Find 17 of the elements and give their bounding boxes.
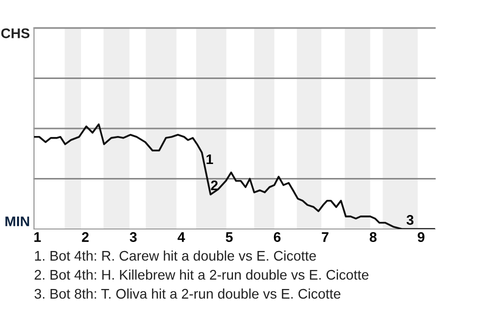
text: 2. Bot 4th: H. Killebrew hit a 2-run double vs E. Cicotte	[34, 270, 368, 280]
annotation: 2	[211, 180, 218, 190]
text: MIN	[5, 216, 30, 226]
annotation: 1	[206, 154, 214, 164]
x-tick-label: 8	[370, 232, 377, 242]
text: 3. Bot 8th: T. Oliva hit a 2-run double vs E. Cicotte	[34, 288, 340, 299]
x-tick-label: 6	[274, 232, 281, 242]
text: 1. Bot 4th: R. Carew hit a double vs E. Cicotte	[35, 250, 316, 261]
x-tick-label: 5	[226, 232, 233, 242]
annotation: 3	[406, 215, 414, 225]
x-tick-label: 7	[322, 232, 328, 242]
x-tick-label: 1	[34, 232, 41, 242]
x-tick-label: 2	[82, 232, 89, 242]
text: CHS	[1, 28, 30, 38]
x-tick-label: 9	[418, 232, 424, 242]
x-tick-label: 3	[130, 232, 137, 242]
x-tick-label: 4	[178, 232, 186, 242]
